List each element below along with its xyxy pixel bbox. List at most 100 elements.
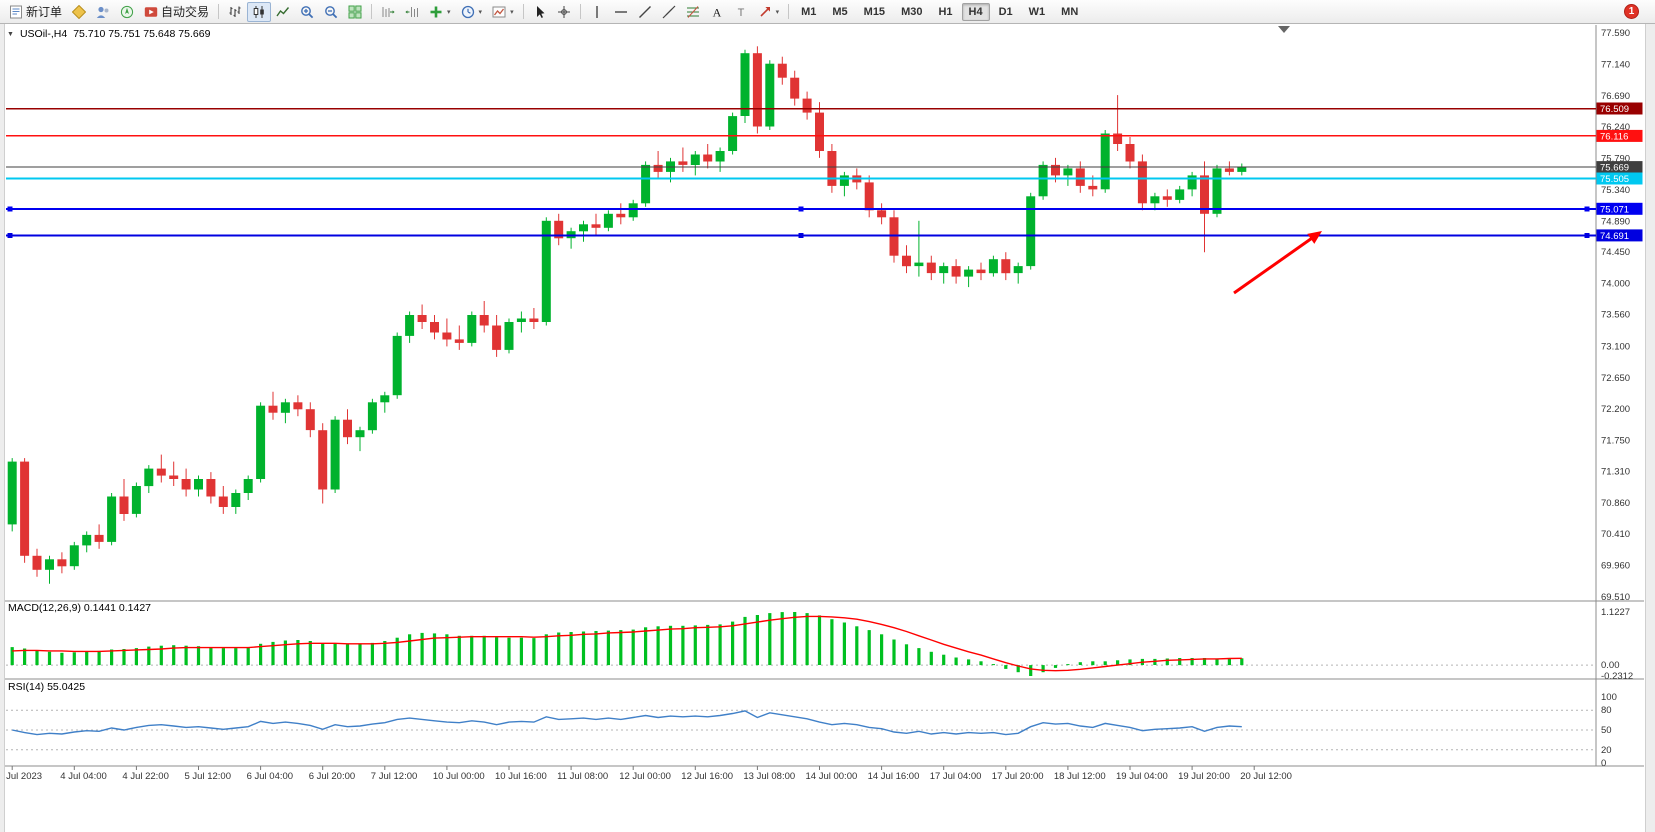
zoom-in-icon bbox=[300, 5, 314, 19]
horizontal-line-button[interactable] bbox=[609, 2, 633, 22]
line-chart-icon bbox=[276, 5, 290, 19]
svg-text:100: 100 bbox=[1601, 692, 1617, 703]
new-order-button-label: 新订单 bbox=[26, 5, 63, 19]
rsi-indicator-label: RSI(14) 55.0425 bbox=[8, 681, 86, 693]
annotation-arrow[interactable] bbox=[1233, 231, 1322, 295]
svg-text:10 Jul 00:00: 10 Jul 00:00 bbox=[433, 771, 485, 782]
arrows-button[interactable]: ▾ bbox=[753, 2, 785, 22]
svg-text:69.960: 69.960 bbox=[1601, 561, 1630, 572]
window-right-edge[interactable] bbox=[1645, 24, 1655, 832]
cursor-icon bbox=[533, 5, 547, 19]
svg-text:11 Jul 08:00: 11 Jul 08:00 bbox=[557, 771, 608, 782]
price-axis[interactable]: 77.590 77.140 76.690 76.240 75.790 75.340 74.8… bbox=[1601, 28, 1630, 603]
macd-scale: 1.1227 0.00-0.2312 bbox=[1601, 607, 1633, 682]
chart-shift-button[interactable] bbox=[400, 2, 424, 22]
timeframe-M1[interactable]: M1 bbox=[801, 5, 817, 18]
svg-text:20 Jul 12:00: 20 Jul 12:00 bbox=[1240, 771, 1292, 782]
rsi-line bbox=[12, 710, 1242, 736]
svg-text:80: 80 bbox=[1601, 705, 1612, 716]
channel-button[interactable] bbox=[657, 2, 681, 22]
svg-text:19 Jul 20:00: 19 Jul 20:00 bbox=[1178, 771, 1230, 782]
svg-text:50: 50 bbox=[1601, 725, 1612, 736]
chart-title: ▼ USOil-,H4 75.710 75.751 75.648 75.669 bbox=[7, 28, 210, 40]
market-watch-button[interactable] bbox=[91, 2, 115, 22]
auto-trading-button[interactable]: 自动交易 bbox=[139, 2, 214, 22]
timeframe-H1[interactable]: H1 bbox=[938, 5, 953, 18]
timeframe-D1[interactable]: D1 bbox=[998, 5, 1013, 18]
fibonacci-button[interactable] bbox=[681, 2, 705, 22]
candlestick-chart-icon bbox=[252, 5, 266, 19]
line-handle bbox=[7, 206, 13, 212]
svg-text:73.100: 73.100 bbox=[1601, 341, 1630, 352]
zoom-in-button[interactable] bbox=[295, 2, 319, 22]
macd-indicator-label: MACD(12,26,9) 0.1441 0.1427 bbox=[8, 602, 152, 614]
svg-text:4 Jul 22:00: 4 Jul 22:00 bbox=[122, 771, 168, 782]
macd-signal-line bbox=[12, 615, 1242, 672]
auto-scroll-button[interactable] bbox=[376, 2, 400, 22]
timeframe-H4[interactable]: H4 bbox=[961, 2, 990, 21]
text-button[interactable]: A bbox=[705, 2, 729, 22]
tile-windows-button[interactable] bbox=[343, 2, 367, 22]
navigator-button[interactable] bbox=[115, 2, 139, 22]
templates-button[interactable]: ▾ bbox=[487, 2, 519, 22]
svg-text:14 Jul 16:00: 14 Jul 16:00 bbox=[868, 771, 920, 782]
dropdown-caret-icon[interactable]: ▾ bbox=[510, 8, 514, 16]
svg-text:3 Jul 2023: 3 Jul 2023 bbox=[0, 771, 42, 782]
new-order-icon bbox=[9, 5, 23, 19]
timeframe-MN[interactable]: MN bbox=[1061, 5, 1079, 18]
timeframe-M15[interactable]: M15 bbox=[863, 5, 886, 18]
crosshair-icon bbox=[557, 5, 571, 19]
candles-layer bbox=[7, 46, 1247, 584]
line-handle bbox=[1584, 206, 1590, 212]
vertical-line-button[interactable] bbox=[585, 2, 609, 22]
toolbar-separator bbox=[579, 4, 581, 19]
indicators-icon bbox=[429, 5, 443, 19]
svg-text:74.890: 74.890 bbox=[1601, 217, 1630, 228]
dropdown-caret-icon[interactable]: ▾ bbox=[447, 8, 451, 16]
svg-text:0.00: 0.00 bbox=[1601, 660, 1620, 671]
svg-text:5 Jul 12:00: 5 Jul 12:00 bbox=[185, 771, 231, 782]
dropdown-caret-icon[interactable]: ▾ bbox=[478, 8, 483, 16]
trendline-icon bbox=[638, 5, 652, 19]
new-order-button[interactable]: 新订单 bbox=[4, 2, 67, 22]
svg-text:20: 20 bbox=[1601, 745, 1612, 756]
text-label-button[interactable]: T bbox=[729, 2, 753, 22]
time-axis[interactable]: 3 Jul 2023 4 Jul 04:00 4 Jul 22:00 5 Jul 12… bbox=[0, 766, 1292, 782]
horizontal-line-75.071[interactable] bbox=[6, 206, 1596, 212]
cursor-button[interactable] bbox=[528, 2, 552, 22]
horizontal-line-74.691[interactable] bbox=[6, 232, 1596, 238]
label-icon: T bbox=[734, 5, 748, 19]
window-left-edge bbox=[0, 24, 5, 832]
svg-text:74.450: 74.450 bbox=[1601, 247, 1630, 258]
chart-window-button[interactable] bbox=[67, 2, 91, 22]
svg-text:70.410: 70.410 bbox=[1601, 529, 1630, 540]
periods-button[interactable]: ▾ bbox=[456, 2, 488, 22]
auto-scroll-icon bbox=[381, 5, 395, 19]
dropdown-caret-icon[interactable]: ▾ bbox=[775, 8, 780, 16]
svg-text:12 Jul 00:00: 12 Jul 00:00 bbox=[619, 771, 671, 782]
svg-text:72.650: 72.650 bbox=[1601, 373, 1630, 384]
panel-separators[interactable] bbox=[0, 600, 1644, 767]
svg-text:-0.2312: -0.2312 bbox=[1601, 671, 1633, 682]
chart-shift-marker-icon[interactable] bbox=[1278, 26, 1290, 33]
timeframe-M5[interactable]: M5 bbox=[832, 5, 848, 18]
timeframe-M30[interactable]: M30 bbox=[901, 5, 923, 18]
svg-text:75.669: 75.669 bbox=[1600, 163, 1629, 174]
timeframe-W1[interactable]: W1 bbox=[1028, 5, 1046, 18]
macd-histogram bbox=[10, 612, 1244, 676]
chart-shift-icon bbox=[405, 5, 419, 19]
candlestick-chart-button[interactable] bbox=[247, 1, 272, 22]
bar-chart-button[interactable] bbox=[223, 2, 247, 22]
zoom-out-button[interactable] bbox=[319, 2, 343, 22]
toolbar-separator bbox=[371, 4, 373, 19]
svg-text:6 Jul 04:00: 6 Jul 04:00 bbox=[247, 771, 293, 782]
indicators-button[interactable]: ▾ bbox=[424, 2, 456, 22]
svg-text:14 Jul 00:00: 14 Jul 00:00 bbox=[806, 771, 858, 782]
line-chart-button[interactable] bbox=[271, 2, 295, 22]
crosshair-button[interactable] bbox=[552, 2, 576, 22]
svg-text:76.690: 76.690 bbox=[1601, 91, 1630, 102]
notification-badge[interactable]: 1 bbox=[1624, 4, 1639, 19]
periods-icon bbox=[461, 5, 475, 19]
trendline-button[interactable] bbox=[633, 2, 657, 22]
